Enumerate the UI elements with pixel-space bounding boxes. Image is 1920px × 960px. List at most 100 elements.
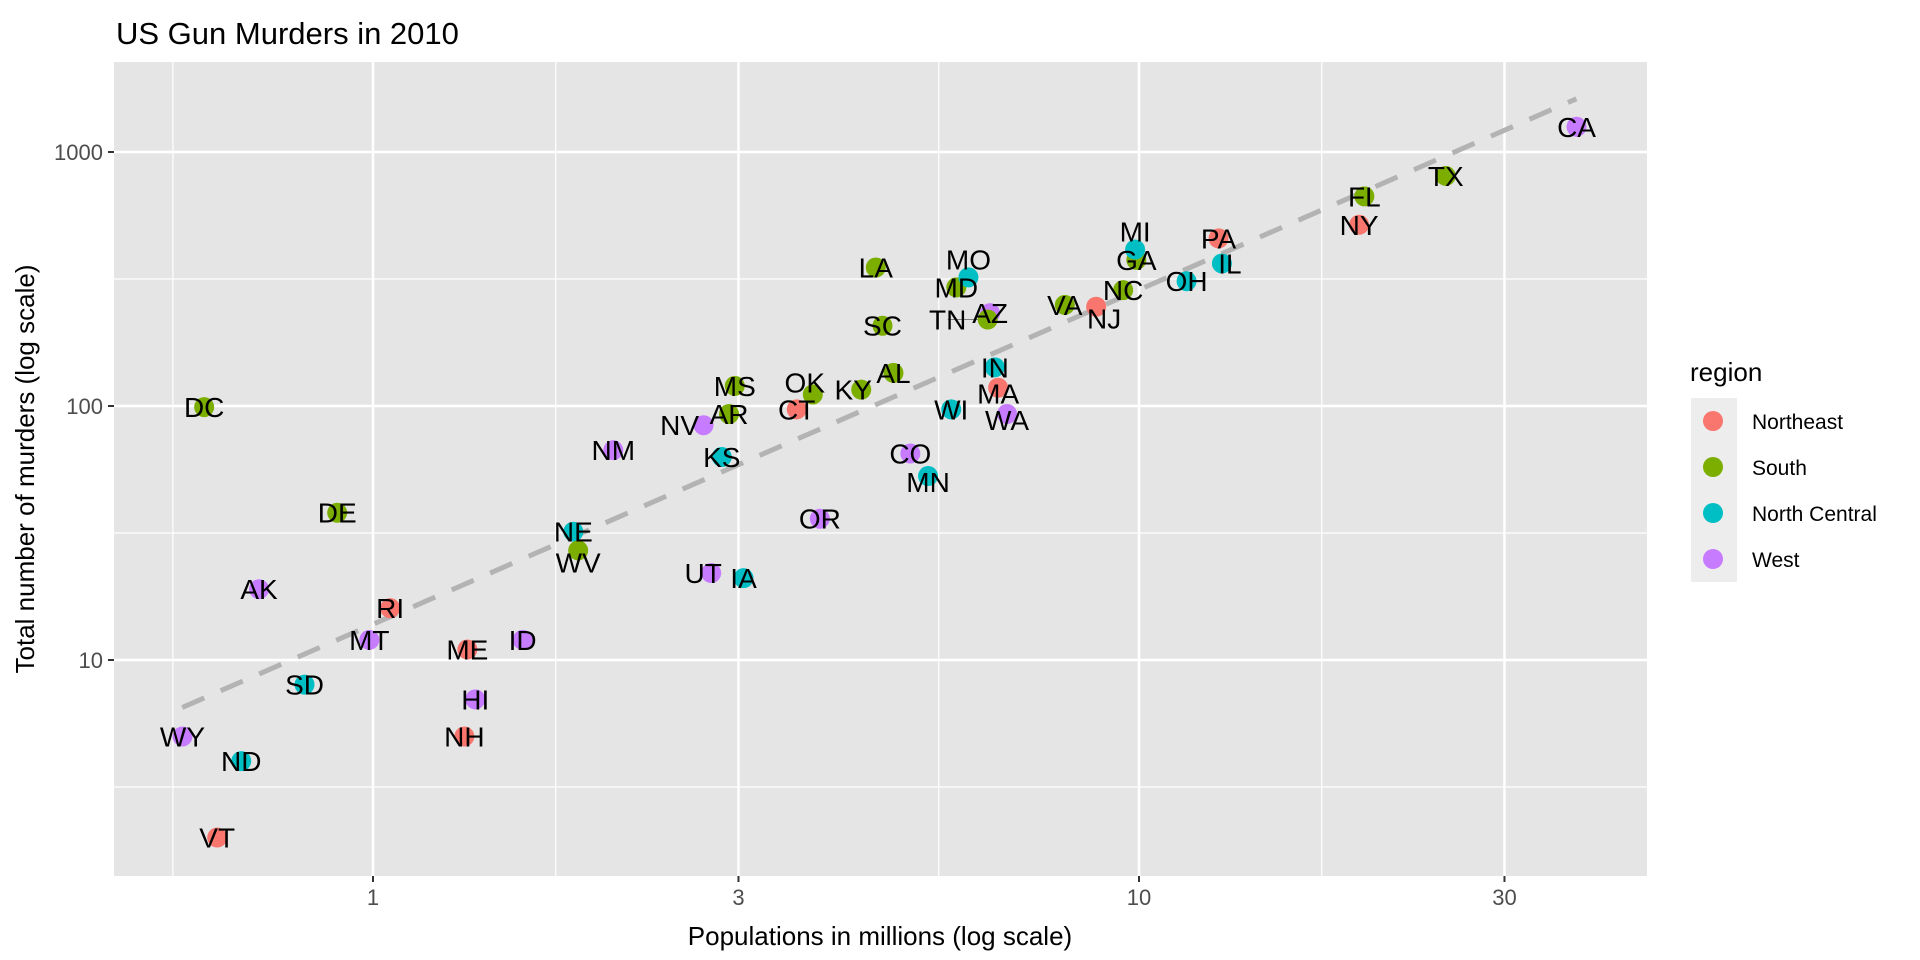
data-point-va <box>1054 294 1075 315</box>
state-label-ne: NE <box>554 517 593 548</box>
state-label-pa: PA <box>1201 223 1237 254</box>
data-point-oh <box>1176 271 1197 292</box>
data-point-in <box>984 357 1005 378</box>
state-label-nd: ND <box>221 746 261 777</box>
data-point-ma <box>988 377 1009 398</box>
data-point-sc <box>872 315 893 336</box>
data-point-mt <box>359 629 380 650</box>
x-tick-label: 1 <box>367 885 379 910</box>
state-label-ut: UT <box>685 558 722 589</box>
data-point-co <box>900 443 921 464</box>
legend-key-west <box>1703 549 1723 569</box>
state-label-tx: TX <box>1428 161 1464 192</box>
x-tick-label: 3 <box>732 885 744 910</box>
gridlines <box>114 62 1647 876</box>
state-label-mn: MN <box>906 467 950 498</box>
data-point-nm <box>603 440 624 461</box>
data-point-ct <box>786 399 807 420</box>
state-label-al: AL <box>876 358 910 389</box>
data-point-mo <box>958 267 979 288</box>
data-point-ok <box>802 384 823 405</box>
data-point-nh <box>454 726 475 747</box>
state-label-dc: DC <box>184 392 224 423</box>
state-label-md: MD <box>935 272 979 303</box>
data-point-ut <box>701 563 722 584</box>
data-point-ar <box>719 404 740 425</box>
data-point-wv <box>568 540 589 561</box>
state-label-ky: KY <box>835 375 873 406</box>
legend-label: South <box>1752 457 1807 480</box>
y-axis-title: Total number of murders (log scale) <box>10 265 40 674</box>
state-label-or: OR <box>799 504 841 535</box>
data-point-mi <box>1125 239 1146 260</box>
data-point-ny <box>1349 214 1370 235</box>
plot-panel <box>114 62 1647 876</box>
state-label-il: IL <box>1218 248 1241 279</box>
data-point-hi <box>465 689 486 710</box>
data-point-tx <box>1435 165 1456 186</box>
state-label-mi: MI <box>1120 217 1151 248</box>
data-point-tn <box>977 309 998 330</box>
state-label-wi: WI <box>934 394 968 425</box>
data-point-or <box>809 508 830 529</box>
data-point-la <box>865 257 886 278</box>
legend-label: North Central <box>1752 503 1877 526</box>
state-label-wv: WV <box>556 547 601 578</box>
state-label-ri: RI <box>376 593 404 624</box>
data-point-ak <box>249 579 270 600</box>
data-point-vt <box>207 827 228 848</box>
x-tick-label: 30 <box>1492 885 1516 910</box>
state-label-ar: AR <box>710 399 749 430</box>
state-label-nj: NJ <box>1087 304 1121 335</box>
data-point-nc <box>1113 280 1134 301</box>
state-label-wa: WA <box>985 405 1029 436</box>
data-point-ks <box>711 446 732 467</box>
data-point-wa <box>997 404 1018 425</box>
state-label-oh: OH <box>1166 266 1208 297</box>
legend-key-south <box>1703 457 1723 477</box>
state-label-fl: FL <box>1348 181 1381 212</box>
data-point-ia <box>733 568 754 589</box>
data-point-nd <box>231 751 252 772</box>
state-label-az: AZ <box>972 298 1008 329</box>
state-label-hi: HI <box>461 684 489 715</box>
legend-label: Northeast <box>1752 411 1843 434</box>
data-point-me <box>457 639 478 660</box>
points-group <box>172 116 1587 848</box>
y-tick-label: 100 <box>66 394 103 419</box>
data-point-ne <box>563 521 584 542</box>
data-point-wy <box>172 726 193 747</box>
state-label-tn: TN <box>929 305 966 336</box>
state-label-ok: OK <box>785 367 826 398</box>
state-label-nc: NC <box>1103 275 1143 306</box>
x-axis-title: Populations in millions (log scale) <box>688 921 1072 951</box>
state-label-ak: AK <box>240 574 278 605</box>
trend-line-group <box>181 96 1578 710</box>
x-tick-label: 10 <box>1127 885 1151 910</box>
state-label-nv: NV <box>660 410 699 441</box>
data-point-de <box>327 502 348 523</box>
legend-key-north-central <box>1703 503 1723 523</box>
state-label-co: CO <box>889 439 931 470</box>
state-label-ms: MS <box>714 371 756 402</box>
state-label-nh: NH <box>444 721 484 752</box>
state-label-in: IN <box>981 352 1009 383</box>
data-point-ca <box>1566 116 1587 137</box>
data-point-wi <box>941 399 962 420</box>
data-point-il <box>1211 253 1232 274</box>
legend: region Northeast South North Central West <box>1690 357 1877 582</box>
trend-line <box>181 96 1578 710</box>
state-label-ca: CA <box>1557 112 1596 143</box>
data-point-dc <box>194 397 215 418</box>
data-point-ky <box>851 379 872 400</box>
state-label-mo: MO <box>946 244 991 275</box>
state-label-vt: VT <box>199 823 235 854</box>
state-label-sc: SC <box>863 311 902 342</box>
y-tick-label: 1000 <box>54 140 103 165</box>
state-label-va: VA <box>1047 290 1083 321</box>
state-label-ia: IA <box>730 563 757 594</box>
data-point-id <box>512 629 533 650</box>
data-point-nv <box>693 415 714 436</box>
